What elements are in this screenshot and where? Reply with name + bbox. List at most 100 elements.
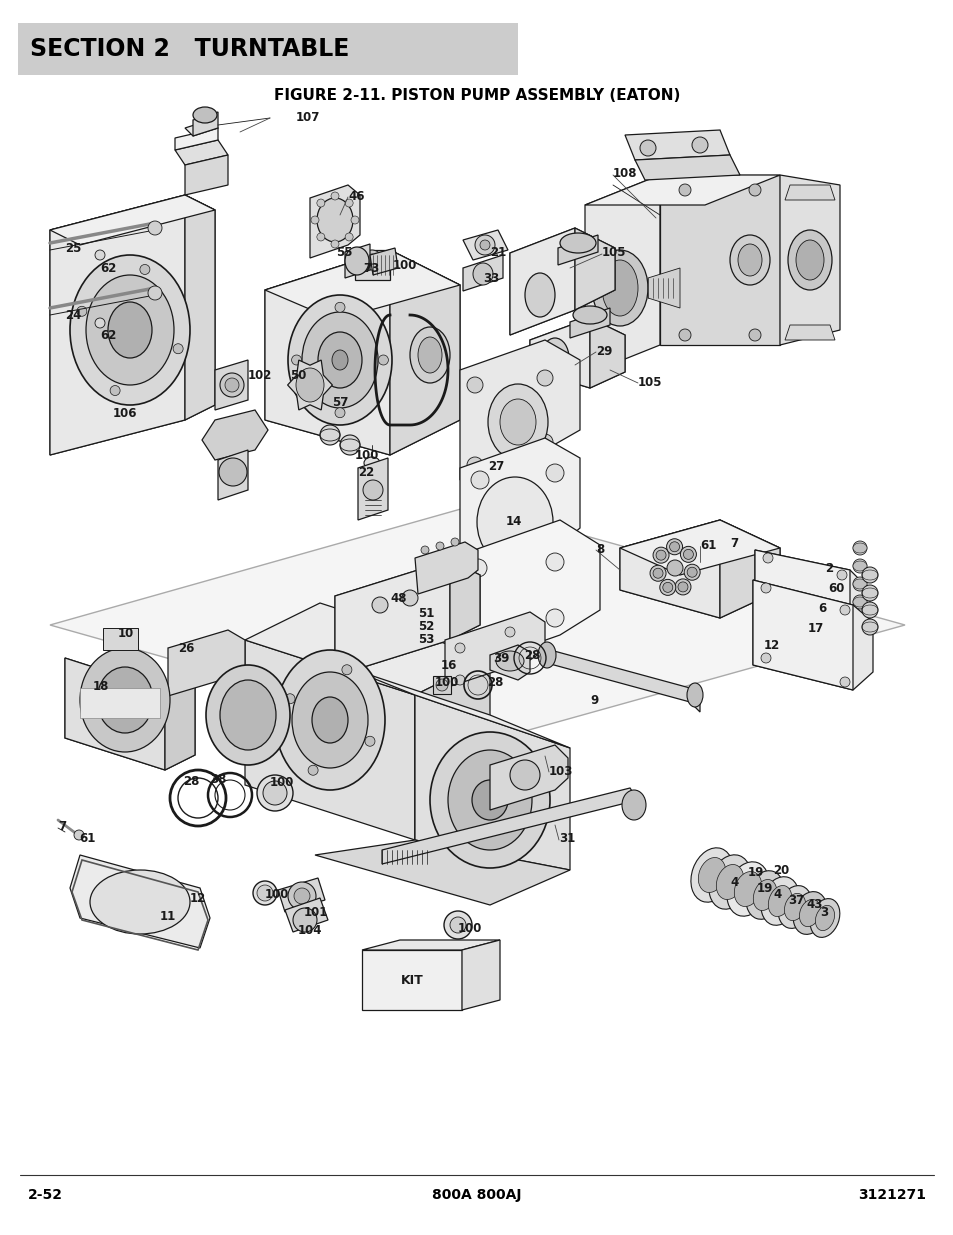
Text: 60: 60 — [827, 582, 843, 594]
Ellipse shape — [472, 781, 507, 820]
Polygon shape — [784, 185, 834, 200]
Circle shape — [148, 221, 162, 235]
Polygon shape — [569, 308, 609, 338]
Text: 6: 6 — [817, 601, 825, 615]
Polygon shape — [214, 359, 248, 410]
Text: 100: 100 — [270, 776, 294, 788]
Text: 28: 28 — [183, 774, 199, 788]
Circle shape — [666, 559, 682, 576]
Circle shape — [420, 546, 429, 555]
Text: 21: 21 — [490, 246, 506, 258]
Ellipse shape — [698, 857, 725, 893]
Polygon shape — [415, 695, 569, 869]
Ellipse shape — [734, 872, 760, 906]
Polygon shape — [361, 950, 461, 1010]
Polygon shape — [50, 195, 185, 454]
Polygon shape — [462, 254, 502, 291]
Circle shape — [748, 184, 760, 196]
Text: 100: 100 — [355, 448, 379, 462]
Circle shape — [862, 619, 877, 635]
Polygon shape — [185, 195, 214, 420]
Circle shape — [479, 240, 490, 249]
Text: 55: 55 — [335, 246, 352, 258]
Circle shape — [469, 559, 486, 577]
Polygon shape — [50, 505, 904, 745]
Circle shape — [639, 140, 656, 156]
Ellipse shape — [559, 233, 596, 253]
Circle shape — [341, 664, 352, 674]
Ellipse shape — [540, 338, 568, 378]
Text: 108: 108 — [613, 167, 637, 179]
Circle shape — [436, 542, 443, 550]
Text: 48: 48 — [390, 592, 406, 604]
Text: 62: 62 — [100, 262, 116, 274]
Text: 53: 53 — [417, 632, 434, 646]
Polygon shape — [202, 410, 268, 459]
Polygon shape — [174, 140, 228, 165]
Polygon shape — [459, 340, 579, 480]
Circle shape — [77, 306, 87, 316]
Polygon shape — [265, 249, 459, 320]
Ellipse shape — [601, 261, 638, 316]
Polygon shape — [357, 458, 388, 520]
Polygon shape — [50, 195, 214, 245]
Circle shape — [467, 457, 482, 473]
Circle shape — [675, 579, 690, 595]
Ellipse shape — [524, 273, 555, 317]
Polygon shape — [754, 550, 849, 659]
Polygon shape — [245, 640, 415, 840]
Bar — [355, 249, 390, 280]
Ellipse shape — [312, 697, 348, 743]
Circle shape — [316, 199, 325, 207]
Circle shape — [366, 254, 377, 266]
Circle shape — [345, 199, 353, 207]
Ellipse shape — [448, 750, 532, 850]
Text: 7: 7 — [729, 536, 738, 550]
Polygon shape — [335, 559, 450, 676]
Text: 105: 105 — [638, 375, 661, 389]
Circle shape — [545, 553, 563, 571]
Circle shape — [504, 627, 515, 637]
Text: 103: 103 — [548, 764, 573, 778]
Text: 73: 73 — [363, 262, 379, 274]
Circle shape — [345, 233, 353, 241]
Circle shape — [653, 568, 662, 578]
Circle shape — [339, 435, 359, 454]
Polygon shape — [314, 840, 569, 905]
Circle shape — [760, 653, 770, 663]
Ellipse shape — [573, 306, 606, 324]
Ellipse shape — [473, 263, 493, 285]
Ellipse shape — [108, 303, 152, 358]
Circle shape — [682, 550, 693, 559]
Polygon shape — [185, 156, 228, 195]
Circle shape — [335, 303, 345, 312]
Circle shape — [679, 546, 696, 562]
Polygon shape — [310, 185, 359, 258]
Polygon shape — [584, 175, 780, 205]
Text: 17: 17 — [807, 621, 823, 635]
Text: 19: 19 — [747, 866, 763, 878]
Text: 62: 62 — [100, 329, 116, 342]
Polygon shape — [390, 249, 459, 454]
Ellipse shape — [332, 350, 348, 370]
Text: 39: 39 — [493, 652, 509, 664]
Circle shape — [679, 184, 690, 196]
Ellipse shape — [809, 899, 839, 937]
Circle shape — [335, 408, 345, 417]
Text: 18: 18 — [92, 679, 110, 693]
Text: 107: 107 — [295, 110, 320, 124]
Text: 25: 25 — [65, 242, 81, 254]
Text: 20: 20 — [772, 863, 788, 877]
Ellipse shape — [97, 667, 152, 734]
Ellipse shape — [345, 247, 369, 275]
Text: 43: 43 — [805, 899, 821, 911]
Circle shape — [172, 343, 183, 353]
Circle shape — [760, 583, 770, 593]
Circle shape — [683, 564, 700, 580]
Polygon shape — [635, 156, 740, 180]
Text: 104: 104 — [297, 924, 322, 936]
Circle shape — [288, 882, 315, 910]
Circle shape — [148, 287, 162, 300]
Text: 105: 105 — [601, 246, 626, 258]
Ellipse shape — [729, 235, 769, 285]
